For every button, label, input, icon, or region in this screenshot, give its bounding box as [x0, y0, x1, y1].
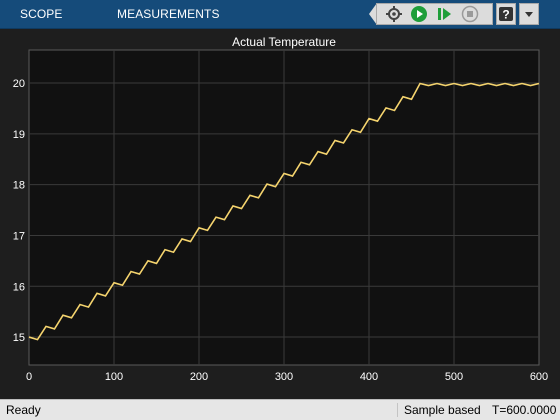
tab-scope[interactable]: SCOPE — [20, 7, 63, 21]
y-tick-label: 18 — [13, 180, 25, 192]
toolstrip: SCOPE MEASUREMENTS — [0, 0, 560, 29]
step-forward-icon — [438, 8, 451, 20]
temperature-series-line — [28, 82, 540, 341]
x-tick-label: 200 — [190, 371, 208, 383]
x-tick-label: 400 — [360, 371, 378, 383]
tab-measurements[interactable]: MEASUREMENTS — [117, 7, 220, 21]
x-tick-label: 500 — [445, 371, 463, 383]
svg-text:?: ? — [502, 8, 509, 22]
controls-notch — [369, 3, 377, 25]
y-tick-label: 17 — [13, 230, 25, 242]
chart-title: Actual Temperature — [232, 35, 336, 49]
y-axis-ticks: 15 16 17 18 19 20 — [13, 78, 25, 344]
settings-icon — [386, 6, 402, 22]
help-button[interactable]: ? — [496, 3, 516, 25]
menu-icon — [525, 12, 533, 17]
help-icon: ? — [499, 7, 513, 22]
temperature-chart: 0 100 200 300 400 500 600 15 16 17 18 19 20 Actual … — [13, 35, 548, 383]
stop-button[interactable] — [459, 4, 481, 24]
status-mode: Sample based — [404, 403, 481, 417]
x-tick-label: 300 — [275, 371, 293, 383]
simulation-controls — [376, 3, 493, 25]
settings-button[interactable] — [383, 4, 405, 24]
x-axis-ticks: 0 100 200 300 400 500 600 — [26, 371, 548, 383]
x-tick-label: 0 — [26, 371, 32, 383]
y-tick-label: 15 — [13, 332, 25, 344]
status-bar: Ready Sample based T=600.0000 — [0, 399, 560, 420]
menu-button[interactable] — [519, 3, 539, 25]
scope-display: 0 100 200 300 400 500 600 15 16 17 18 19 20 Actual … — [0, 29, 560, 399]
run-button[interactable] — [408, 4, 430, 24]
series-group — [28, 82, 540, 341]
x-tick-label: 600 — [530, 371, 548, 383]
y-tick-label: 16 — [13, 281, 25, 293]
status-divider — [397, 403, 398, 417]
y-tick-label: 20 — [13, 78, 25, 90]
stop-icon — [461, 5, 479, 23]
x-tick-label: 100 — [105, 371, 123, 383]
run-icon — [411, 6, 427, 22]
step-forward-button[interactable] — [433, 4, 455, 24]
status-time: T=600.0000 — [492, 403, 557, 417]
status-text: Ready — [6, 403, 41, 417]
y-tick-label: 19 — [13, 129, 25, 141]
